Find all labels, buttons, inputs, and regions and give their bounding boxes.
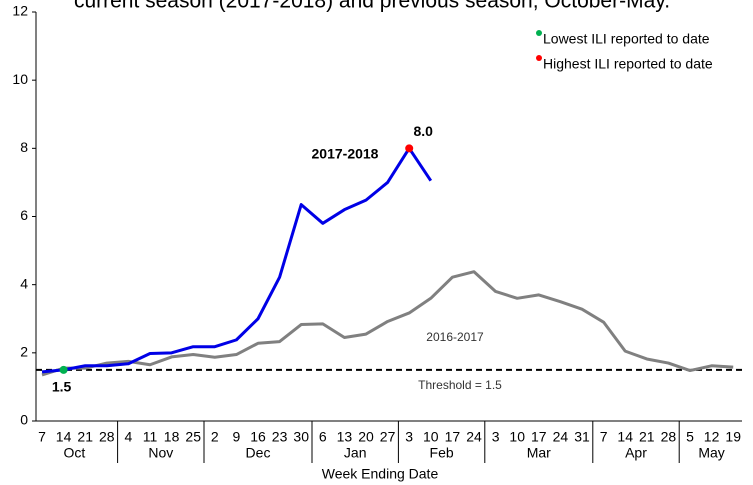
legend-label: Lowest ILI reported to date: [543, 31, 710, 47]
x-tick-label: 4: [125, 429, 133, 445]
x-tick-label: 21: [639, 429, 655, 445]
x-tick-label: 28: [661, 429, 677, 445]
y-tick-label: 4: [20, 275, 28, 291]
y-tick-label: 12: [12, 3, 28, 19]
y-tick-label: 2: [20, 344, 28, 360]
month-label: Oct: [64, 445, 86, 461]
marker-point: [59, 365, 68, 374]
x-tick-label: 14: [56, 429, 72, 445]
month-label: May: [698, 445, 724, 461]
chart-title: current season (2017-2018) and previous …: [74, 0, 670, 13]
x-tick-label: 7: [600, 429, 608, 445]
x-tick-label: 25: [185, 429, 201, 445]
x-tick-label: 12: [704, 429, 720, 445]
x-tick-label: 23: [272, 429, 288, 445]
x-tick-label: 19: [725, 429, 741, 445]
y-tick-label: 8: [20, 139, 28, 155]
x-tick-label: 2: [211, 429, 219, 445]
threshold-label: Threshold = 1.5: [418, 378, 502, 392]
series-line: [41, 146, 433, 374]
month-label: Nov: [148, 445, 173, 461]
month-label: Apr: [625, 445, 647, 461]
x-tick-label: 27: [380, 429, 396, 445]
month-label: Feb: [430, 445, 454, 461]
legend-symbol: [536, 30, 542, 36]
y-tick-label: 6: [20, 207, 28, 223]
x-tick-label: 30: [293, 429, 309, 445]
month-label: Dec: [246, 445, 271, 461]
marker-point: [405, 144, 414, 153]
y-tick-label: 0: [20, 412, 28, 428]
y-tick-label: 10: [12, 71, 28, 87]
x-tick-label: 20: [358, 429, 374, 445]
legend-symbol: [536, 55, 542, 61]
x-tick-label: 3: [405, 429, 413, 445]
marker-label: 8.0: [413, 123, 433, 139]
x-tick-label: 10: [423, 429, 439, 445]
x-tick-label: 16: [250, 429, 266, 445]
x-tick-label: 7: [38, 429, 46, 445]
x-tick-label: 21: [77, 429, 93, 445]
x-tick-label: 9: [233, 429, 241, 445]
x-tick-label: 17: [531, 429, 547, 445]
series-label: 2016-2017: [426, 330, 484, 344]
x-tick-label: 5: [686, 429, 694, 445]
legend-label: Highest ILI reported to date: [543, 56, 713, 72]
month-label: Mar: [527, 445, 551, 461]
series-label: 2017-2018: [312, 146, 379, 162]
x-tick-label: 10: [509, 429, 525, 445]
x-tick-label: 14: [617, 429, 633, 445]
x-tick-label: 6: [319, 429, 327, 445]
x-tick-label: 18: [164, 429, 180, 445]
x-tick-label: 24: [466, 429, 482, 445]
x-axis-label: Week Ending Date: [322, 466, 439, 482]
x-tick-label: 17: [445, 429, 461, 445]
x-tick-label: 28: [99, 429, 115, 445]
x-tick-label: 3: [492, 429, 500, 445]
marker-label: 1.5: [52, 379, 72, 395]
x-tick-label: 11: [143, 429, 158, 445]
x-tick-label: 24: [553, 429, 569, 445]
month-label: Jan: [344, 445, 367, 461]
series-line: [41, 270, 734, 377]
x-tick-label: 13: [337, 429, 353, 445]
x-tick-label: 31: [574, 429, 590, 445]
